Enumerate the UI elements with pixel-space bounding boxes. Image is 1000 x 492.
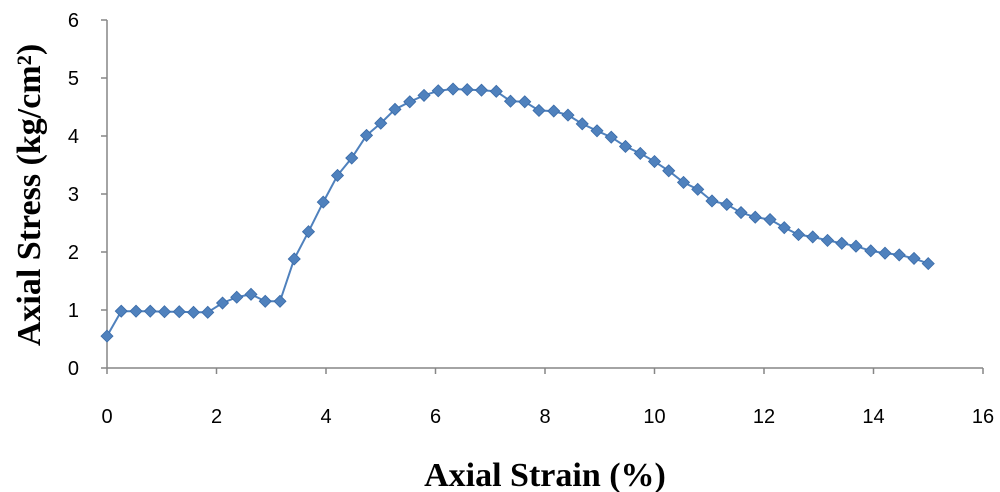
- data-point: [806, 230, 820, 244]
- data-point: [892, 248, 906, 262]
- data-point: [503, 94, 518, 108]
- data-point: [618, 139, 633, 154]
- y-axis-title: Axial Stress (kg/cm²): [11, 44, 48, 346]
- data-point: [100, 329, 114, 343]
- data-point: [791, 228, 806, 242]
- data-point: [820, 233, 835, 247]
- data-point: [172, 305, 186, 319]
- data-point: [777, 221, 791, 235]
- data-point: [676, 175, 691, 189]
- y-tick-label: 0: [68, 358, 79, 380]
- x-tick-label: 2: [211, 406, 222, 428]
- data-point: [129, 304, 143, 318]
- data-point: [921, 257, 935, 271]
- y-tick-label: 5: [68, 68, 79, 90]
- data-point: [662, 164, 676, 178]
- data-point: [330, 168, 345, 183]
- y-tick-label: 1: [68, 300, 79, 322]
- data-point: [345, 151, 359, 165]
- data-point: [157, 305, 172, 319]
- x-tick-label: 6: [430, 406, 441, 428]
- data-point: [532, 103, 546, 118]
- data-point: [273, 294, 287, 308]
- y-tick-label: 6: [68, 10, 79, 32]
- data-point: [849, 239, 863, 253]
- data-point: [835, 236, 849, 250]
- data-point: [316, 195, 330, 209]
- data-point: [907, 251, 921, 265]
- x-tick-label: 4: [320, 406, 331, 428]
- data-point: [518, 95, 532, 109]
- data-point: [201, 305, 215, 319]
- data-point: [647, 154, 662, 169]
- series-line: [106, 87, 929, 337]
- data-point: [547, 104, 561, 118]
- data-point: [474, 83, 489, 97]
- x-axis-title: Axial Strain (%): [424, 457, 666, 492]
- data-point: [287, 252, 301, 266]
- data-point: [590, 124, 604, 138]
- x-tick-label: 0: [101, 406, 112, 428]
- data-point: [561, 108, 575, 122]
- x-tick-label: 16: [972, 406, 994, 428]
- data-point: [431, 84, 445, 98]
- data-point: [864, 244, 878, 258]
- data-point: [575, 117, 589, 131]
- data-point: [114, 304, 128, 318]
- x-tick-label: 10: [643, 406, 665, 428]
- data-point: [705, 194, 719, 208]
- y-tick-labels: 0 1 2 3 4 5 6: [68, 10, 79, 380]
- data-point: [734, 205, 748, 220]
- data-point: [215, 296, 230, 310]
- y-tick-label: 2: [68, 242, 79, 264]
- data-point: [633, 146, 647, 160]
- data-point: [301, 225, 316, 239]
- x-tick-label: 8: [539, 406, 550, 428]
- data-point: [230, 290, 244, 304]
- data-point: [143, 304, 157, 318]
- y-tick-label: 4: [68, 126, 79, 148]
- y-tick-label: 3: [68, 184, 79, 206]
- data-point: [763, 212, 777, 227]
- data-point: [417, 88, 431, 102]
- data-point: [244, 287, 258, 301]
- axes: [101, 19, 984, 374]
- data-point: [489, 84, 503, 98]
- data-point: [446, 82, 460, 96]
- data-point: [374, 116, 388, 130]
- data-point: [604, 130, 618, 144]
- data-point: [720, 197, 734, 212]
- data-point: [748, 210, 762, 224]
- x-tick-labels: 0 2 4 6 8 10 12 14 16: [101, 406, 994, 428]
- data-point: [258, 294, 272, 308]
- x-tick-label: 12: [753, 406, 775, 428]
- data-point: [460, 83, 474, 97]
- x-tick-label: 14: [862, 406, 884, 428]
- data-point: [186, 305, 201, 319]
- data-point: [691, 182, 705, 196]
- data-point: [878, 246, 892, 260]
- data-point: [388, 102, 402, 116]
- data-point: [359, 128, 374, 142]
- series-markers: [100, 82, 935, 343]
- data-point: [403, 95, 417, 109]
